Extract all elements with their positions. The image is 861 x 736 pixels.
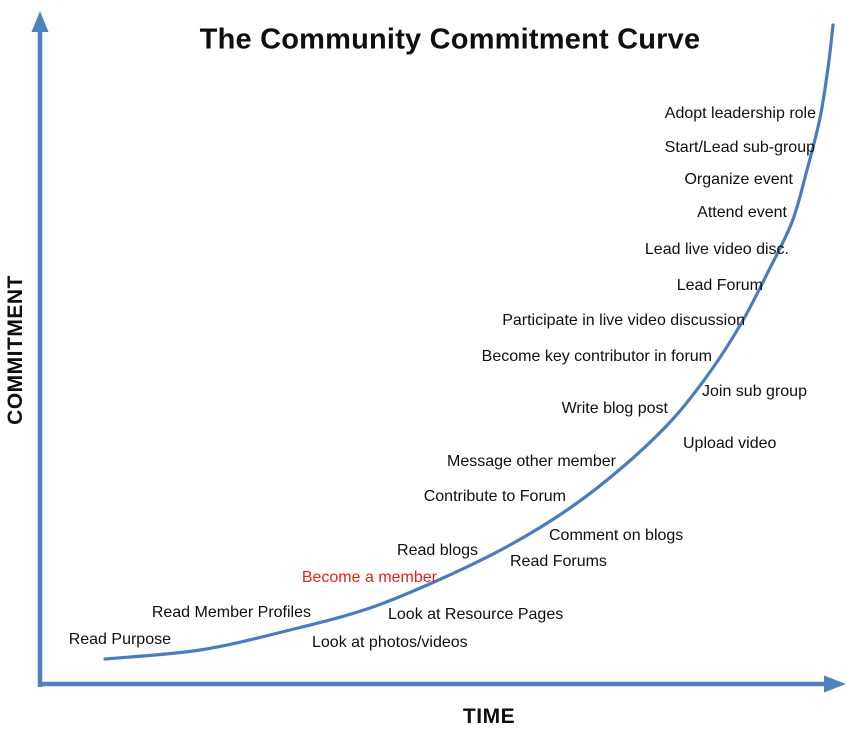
curve-step-label: Write blog post [561,400,668,417]
curve-step-label: Read Purpose [68,631,171,648]
curve-step-label: Comment on blogs [549,527,684,544]
curve-step-label: Lead Forum [676,277,763,294]
curve-step-label: Lead live video disc. [644,241,789,258]
curve-step-label: Read Member Profiles [151,604,311,621]
curve-step-label: Contribute to Forum [423,488,566,505]
curve-step-label: Look at photos/videos [312,634,468,651]
curve-step-label: Organize event [684,171,793,188]
curve-step-label: Read Forums [510,553,607,570]
curve-step-label: Message other member [447,453,616,470]
curve-step-label: Attend event [697,204,787,221]
curve-step-label: Start/Lead sub-group [664,139,815,156]
curve-step-label: Join sub group [702,383,807,400]
curve-step-label: Adopt leadership role [664,105,816,122]
curve-step-label: Look at Resource Pages [388,606,564,623]
curve-step-label: Become key contributor in forum [481,348,712,365]
curve-step-label: Become a member [301,569,437,586]
x-axis-label: TIME [462,705,516,728]
y-axis-label: COMMITMENT [4,275,27,425]
commitment-curve [103,23,835,661]
curve-step-label: Upload video [683,435,777,452]
curve-step-label: Read blogs [397,542,478,559]
chart-title: The Community Commitment Curve [199,23,701,56]
x-axis-arrowhead-icon [824,675,846,693]
curve-step-label: Participate in live video discussion [502,312,745,329]
y-axis-arrowhead-icon [31,11,49,32]
